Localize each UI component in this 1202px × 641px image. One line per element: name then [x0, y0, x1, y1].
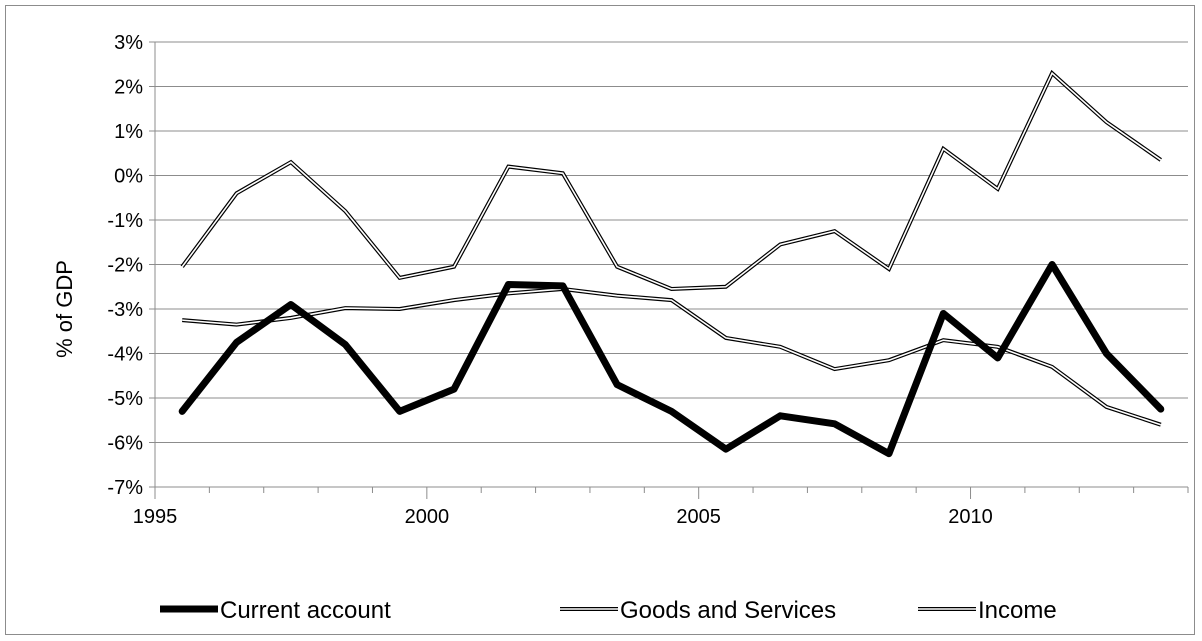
y-tick-label: -4% [107, 344, 143, 366]
gridlines [155, 41, 1188, 443]
x-tick-labels: 1995 2000 2005 2010 [133, 506, 993, 528]
x-tick-label: 2000 [405, 506, 450, 528]
legend-label: Goods and Services [620, 597, 836, 624]
y-tick-label: -1% [107, 210, 143, 232]
series-line-current-account [178, 261, 1165, 458]
y-tick-label: 0% [114, 166, 143, 188]
y-tick-label: -3% [107, 299, 143, 321]
x-tick-label: 1995 [133, 506, 178, 528]
y-tick-label: 2% [114, 77, 143, 99]
legend-label: Current account [220, 597, 391, 624]
y-tick-label: -5% [107, 388, 143, 410]
y-tick-label: 1% [114, 121, 143, 143]
series-line-income-inner [182, 288, 1162, 426]
y-axis-title: % of GDP [52, 260, 77, 358]
axes [149, 41, 1189, 499]
legend-label: Income [978, 597, 1057, 624]
legend-item: Income [918, 597, 1057, 624]
y-tick-label: -6% [107, 433, 143, 455]
y-tick-label: -2% [107, 255, 143, 277]
series-lines [178, 69, 1165, 458]
y-tick-labels: 3% 2% 1% 0% -1% -2% -3% -4% -5% -6% -7% [107, 32, 143, 499]
legend-item: Goods and Services [560, 597, 836, 624]
y-tick-label: 3% [114, 32, 143, 54]
x-tick-label: 2010 [948, 506, 993, 528]
series-line-goods-and-services [180, 69, 1162, 291]
x-tick-label: 2005 [676, 506, 721, 528]
legend: Current account Goods and Services Income [160, 597, 1057, 624]
y-tick-label: -7% [107, 477, 143, 499]
series-line-goods-and-services-inner [181, 71, 1162, 290]
legend-item: Current account [160, 597, 391, 624]
